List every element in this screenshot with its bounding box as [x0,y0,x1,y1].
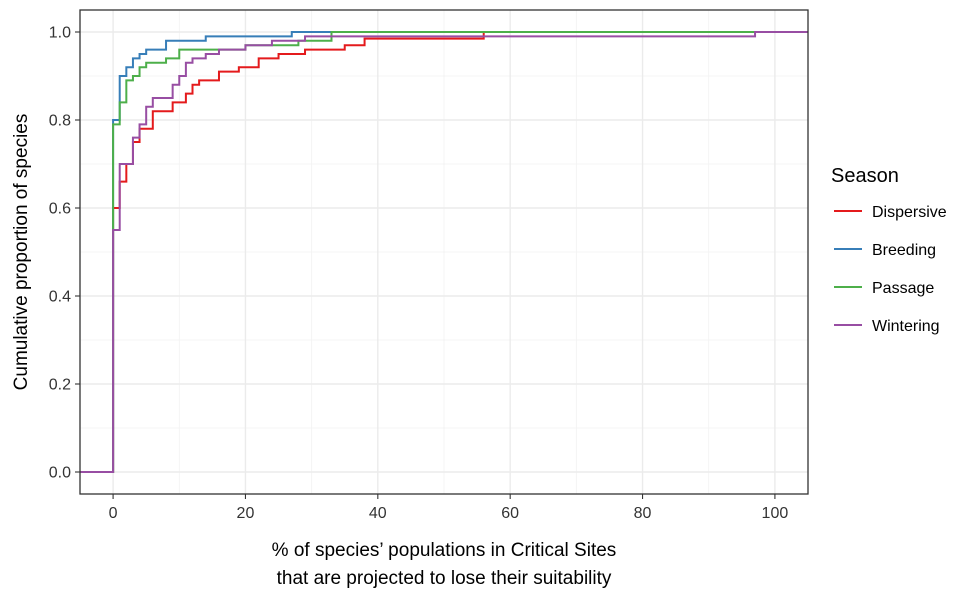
y-axis-title: Cumulative proportion of species [11,114,32,391]
x-tick-label: 80 [634,505,652,522]
legend-label-wintering: Wintering [872,318,940,335]
series-layer [80,31,808,473]
y-tick-label: 0.2 [49,377,71,394]
y-tick-label: 0.6 [49,201,71,218]
series-line-passage [80,31,808,473]
legend-label-dispersive: Dispersive [872,204,947,221]
series-line-wintering [80,31,808,473]
x-axis-title-line-1: % of species’ populations in Critical Si… [272,540,617,561]
x-tick-label: 40 [369,505,387,522]
x-axis-tick-labels: 0 20 40 60 80 100 [109,505,789,522]
y-tick-label: 0.8 [49,113,71,130]
y-tick-label: 1.0 [49,25,71,42]
y-axis-ticks [75,31,80,473]
y-tick-label: 0.0 [49,465,71,482]
x-tick-label: 0 [109,505,118,522]
panel-border [79,9,809,495]
x-tick-label: 60 [501,505,519,522]
legend-title: Season [831,165,899,187]
x-axis-title-line-2: that are projected to lose their suitabi… [277,568,612,589]
grid-minor [80,10,808,494]
y-tick-label: 0.4 [49,289,71,306]
legend-label-breeding: Breeding [872,242,936,259]
legend: Season Dispersive Breeding Passage Winterin… [831,165,947,335]
y-axis-tick-labels: 0.0 0.2 0.4 0.6 0.8 1.0 [49,25,71,482]
legend-label-passage: Passage [872,280,934,297]
x-tick-label: 100 [762,505,789,522]
x-tick-label: 20 [237,505,255,522]
x-axis-ticks [112,494,776,499]
